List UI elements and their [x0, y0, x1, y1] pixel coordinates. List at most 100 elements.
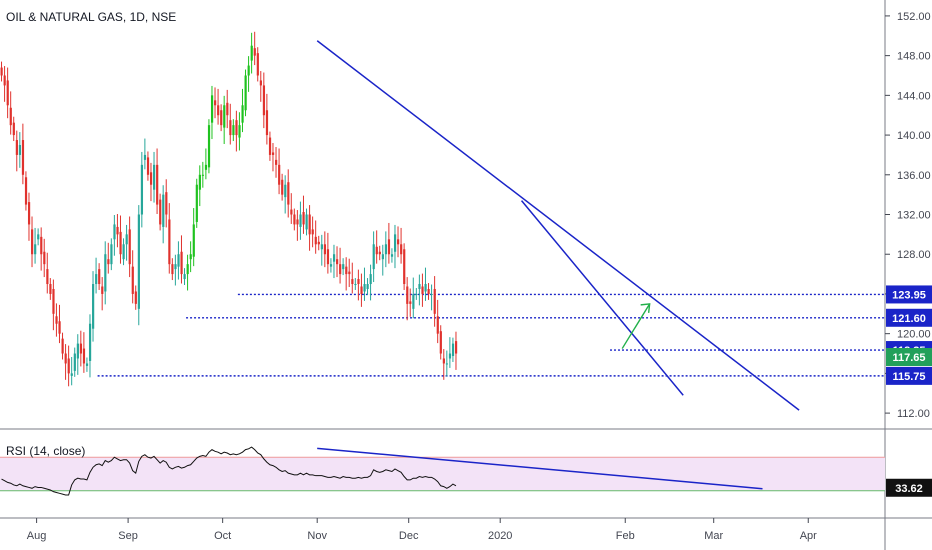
candle-body	[168, 219, 171, 265]
candle-body	[229, 120, 232, 136]
candle-body	[0, 67, 3, 76]
candle-body	[299, 214, 302, 227]
price-trendline	[520, 200, 684, 396]
candle-body	[259, 80, 262, 86]
candle-body	[159, 199, 162, 225]
candle-body	[49, 284, 52, 294]
candle-body	[339, 264, 342, 275]
candle-body	[360, 286, 363, 294]
level-price-tag-bg	[886, 366, 932, 385]
candle-body	[445, 363, 449, 365]
candle-body	[125, 234, 128, 245]
candle-body	[107, 259, 110, 265]
candle-body	[427, 288, 430, 294]
candle-body	[317, 241, 320, 245]
time-tick-label: Mar	[704, 530, 723, 542]
candle-body	[113, 224, 116, 240]
candle-body	[381, 254, 384, 260]
candle-body	[284, 184, 287, 198]
candle-body	[40, 236, 43, 255]
rsi-trendline	[317, 447, 763, 490]
candle-body	[177, 254, 180, 267]
price-tick-label: 128.00	[897, 249, 931, 261]
candle-body	[421, 286, 424, 294]
candle-body	[82, 348, 86, 364]
candle-body	[433, 288, 436, 314]
level-price-tag-label: 115.75	[892, 371, 925, 383]
price-pane[interactable]	[0, 0, 885, 428]
candle-body	[372, 244, 375, 270]
candle-body	[378, 251, 381, 255]
candle-body	[85, 363, 89, 366]
candle-body	[342, 264, 345, 270]
last-price-tag-label: 117.65	[892, 352, 925, 364]
candle-body	[250, 45, 253, 61]
price-trendline	[316, 40, 800, 411]
candle-body	[128, 229, 131, 265]
candle-body	[146, 157, 150, 175]
rsi-value-tag-label: 33.62	[895, 483, 923, 495]
price-tick-label: 144.00	[897, 90, 931, 102]
candle-body	[442, 358, 445, 364]
candle-body	[305, 214, 308, 230]
candle-body	[275, 159, 278, 165]
time-tick-label: 2020	[488, 530, 512, 542]
candle-body	[262, 85, 266, 116]
candle-body	[226, 102, 229, 116]
candle-body	[67, 358, 70, 374]
candle-body	[454, 341, 458, 354]
candle-body	[332, 254, 336, 262]
candle-body	[256, 53, 259, 76]
candle-body	[9, 107, 12, 126]
rsi-value-tag-bg	[886, 478, 932, 497]
candle-body	[357, 279, 360, 285]
trendlines-group	[316, 40, 800, 411]
candle-body	[101, 286, 104, 294]
candle-body	[110, 244, 113, 265]
candle-body	[363, 284, 366, 292]
last-price-tag-bg	[886, 348, 932, 367]
candle-body	[271, 152, 275, 155]
candle-body	[281, 179, 284, 195]
time-tick-label: Dec	[399, 530, 419, 542]
candle-body	[165, 192, 168, 215]
candle-body	[134, 291, 137, 304]
candle-body	[174, 264, 177, 270]
candle-body	[369, 274, 372, 285]
candle-body	[192, 224, 195, 257]
candle-body	[92, 284, 95, 329]
candle-body	[98, 269, 101, 285]
candle-body	[116, 226, 119, 235]
candle-body	[235, 120, 238, 136]
candle-body	[400, 244, 403, 255]
candle-body	[6, 80, 9, 106]
candle-body	[217, 105, 220, 116]
price-tick-label: 120.00	[897, 329, 931, 341]
candle-body	[390, 254, 394, 257]
candle-body	[76, 343, 79, 359]
rsi-line-group	[1, 446, 763, 496]
candle-body	[88, 323, 92, 361]
candle-body	[375, 246, 378, 255]
candle-body	[195, 184, 198, 222]
level-price-tag-label: 123.95	[892, 289, 926, 301]
candle-body	[70, 373, 73, 376]
time-tick-label: Oct	[214, 530, 231, 542]
chart-title: OIL & NATURAL GAS, 1D, NSE	[6, 10, 176, 24]
candle-body	[418, 284, 421, 289]
price-tick-label: 140.00	[897, 130, 931, 142]
level-price-tag-bg	[886, 308, 932, 327]
candle-body	[55, 316, 58, 324]
level-price-tag-label: 121.60	[892, 313, 926, 325]
candle-body	[198, 174, 201, 190]
candle-body	[12, 122, 15, 136]
candle-body	[21, 140, 25, 175]
candle-body	[149, 172, 153, 185]
candle-body	[448, 353, 452, 359]
time-tick-label: Feb	[616, 530, 635, 542]
projection-arrow-line	[621, 303, 651, 349]
candle-body	[403, 249, 406, 285]
price-tick-label: 112.00	[897, 408, 930, 420]
candle-body	[79, 343, 83, 354]
